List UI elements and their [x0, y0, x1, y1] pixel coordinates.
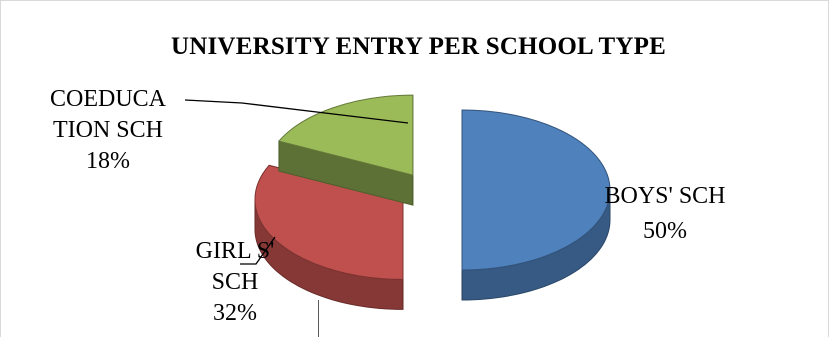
- chart-title: UNIVERSITY ENTRY PER SCHOOL TYPE: [171, 33, 666, 60]
- data-label-boys-name: BOYS' SCH: [604, 183, 726, 209]
- data-label-coeducation-percent: 18%: [86, 148, 130, 174]
- pie-slice-girls: [254, 164, 404, 310]
- data-label-coeducation: COEDUCA TION SCH 18%: [28, 84, 188, 177]
- pie-slices: [254, 94, 611, 310]
- data-label-girls: GIRL S' SCH 32%: [175, 236, 295, 329]
- leader-line-girls: [240, 236, 276, 265]
- pie-slice-girls-top: [254, 164, 404, 280]
- data-label-coeducation-name-2: TION SCH: [52, 117, 163, 143]
- pie-slice-coeducation-top: [278, 94, 414, 176]
- leader-line-coeducation: [184, 99, 409, 124]
- data-label-girls-name-1: GIRL S': [195, 238, 275, 264]
- pie-slice-boys: [461, 109, 611, 301]
- data-label-boys-percent: 50%: [643, 218, 687, 244]
- pie-slice-boys-top: [461, 109, 611, 271]
- data-label-girls-percent: 32%: [213, 300, 257, 326]
- data-label-boys: BOYS' SCH 50%: [590, 181, 740, 247]
- pie-slice-coeducation: [278, 94, 414, 206]
- data-label-girls-name-2: SCH: [211, 269, 259, 295]
- data-label-coeducation-name-1: COEDUCA: [49, 86, 166, 112]
